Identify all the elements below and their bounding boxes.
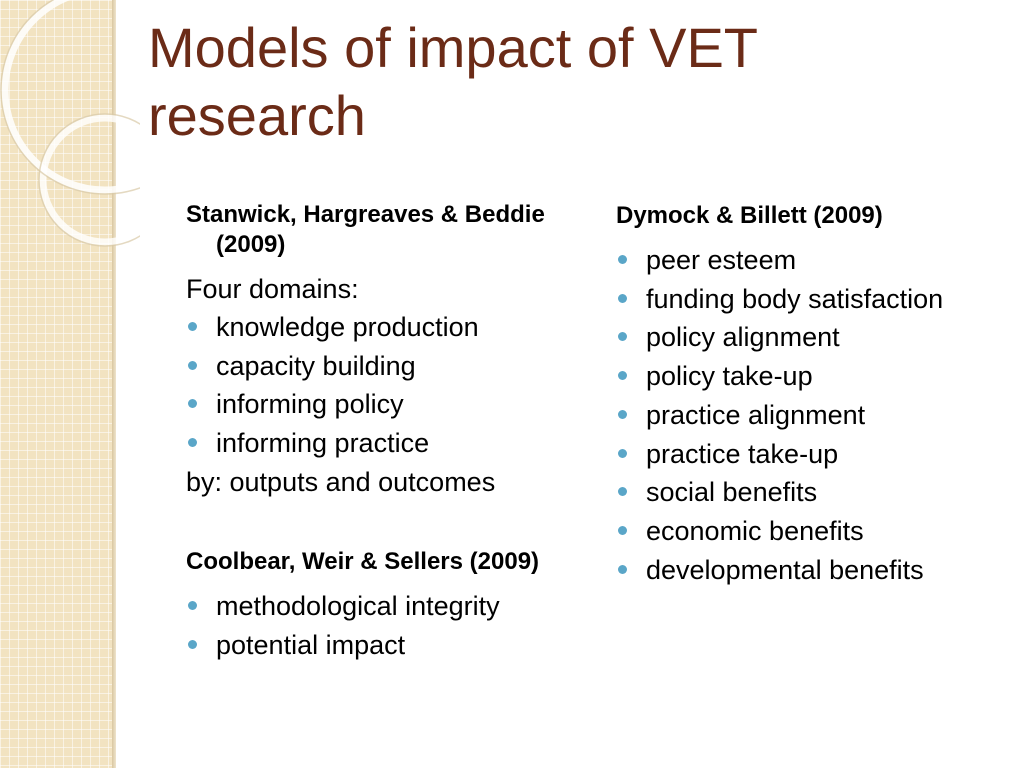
- list-item: social benefits: [616, 473, 1016, 512]
- list-item: potential impact: [186, 626, 586, 665]
- coolbear-list: methodological integrity potential impac…: [186, 587, 586, 664]
- decorative-circles: [0, 0, 140, 247]
- bullet-icon: [188, 639, 197, 649]
- left-column: Stanwick, Hargreaves & Beddie (2009) Fou…: [186, 200, 586, 664]
- bullet-icon: [618, 409, 627, 419]
- list-item: informing practice: [186, 424, 586, 463]
- bullet-icon: [618, 255, 627, 264]
- bullet-icon: [188, 600, 197, 610]
- bullet-icon: [188, 360, 197, 370]
- bullet-icon: [618, 448, 627, 458]
- outro-text: by: outputs and outcomes: [186, 466, 496, 497]
- bullet-icon: [188, 322, 197, 331]
- dymock-list: peer esteem funding body satisfaction po…: [616, 241, 1016, 589]
- intro-text: Four domains:: [186, 274, 359, 304]
- section-heading-coolbear: Coolbear, Weir & Sellers (2009): [186, 547, 540, 575]
- list-item: practice alignment: [616, 396, 1016, 435]
- bullet-icon: [618, 525, 627, 535]
- domains-list: knowledge production capacity building i…: [186, 308, 586, 463]
- list-item: knowledge production: [186, 308, 586, 347]
- list-item: informing policy: [186, 385, 586, 424]
- slide-title: Models of impact of VET research: [148, 16, 757, 147]
- list-item: funding body satisfaction: [616, 280, 1016, 319]
- bullet-icon: [188, 399, 197, 409]
- section-heading-stanwick: Stanwick, Hargreaves & Beddie (2009): [186, 201, 545, 258]
- list-item: peer esteem: [616, 241, 1016, 280]
- bullet-icon: [618, 371, 627, 381]
- list-item: practice take-up: [616, 435, 1016, 474]
- list-item: policy take-up: [616, 357, 1016, 396]
- bullet-icon: [188, 438, 197, 448]
- list-item: methodological integrity: [186, 587, 586, 626]
- section-heading-dymock: Dymock & Billett (2009): [616, 202, 883, 229]
- bullet-icon: [618, 332, 627, 342]
- list-item: policy alignment: [616, 318, 1016, 357]
- right-column: Dymock & Billett (2009) peer esteem fund…: [616, 201, 1016, 589]
- bullet-icon: [618, 487, 627, 497]
- list-item: developmental benefits: [616, 551, 1016, 590]
- list-item: capacity building: [186, 347, 586, 386]
- decorative-grid-panel: [0, 0, 112, 768]
- bullet-icon: [618, 564, 627, 574]
- list-item: economic benefits: [616, 512, 1016, 551]
- panel-edge: [112, 0, 116, 768]
- bullet-icon: [618, 293, 627, 303]
